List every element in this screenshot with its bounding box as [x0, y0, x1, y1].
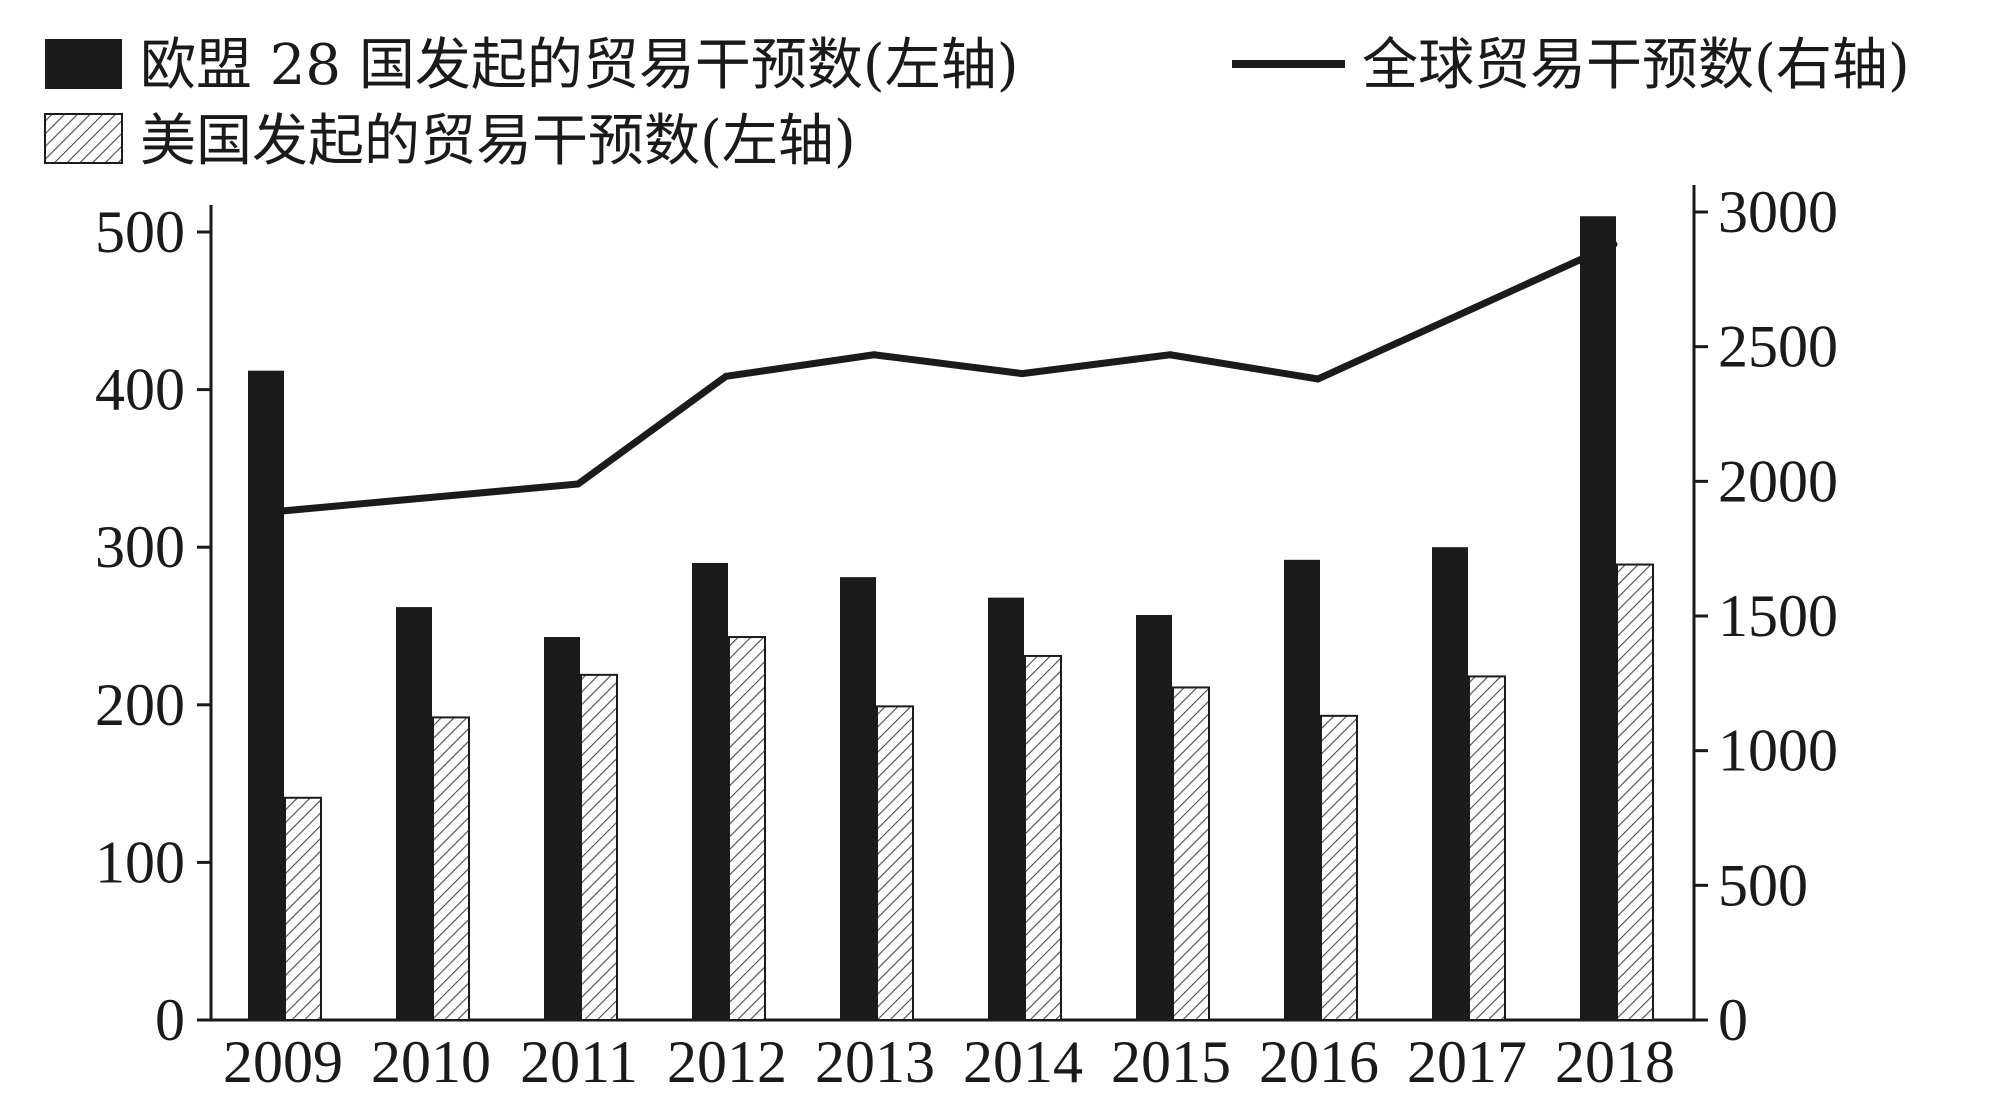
bar-eu-2014 [988, 597, 1024, 1020]
bar-eu-2018 [1580, 216, 1616, 1021]
legend-eu-swatch [45, 39, 122, 89]
right-axis-ticks: 0 500 1000 1500 2000 2500 3000 [1694, 179, 1838, 1053]
left-tick-label: 100 [95, 829, 185, 895]
right-tick-label: 3000 [1718, 179, 1838, 245]
legend-us-swatch [44, 113, 123, 164]
x-tick-label: 2009 [223, 1029, 343, 1095]
left-tick-label: 500 [95, 199, 185, 265]
left-tick-label: 200 [95, 672, 185, 738]
bar-eu-2011 [544, 637, 580, 1020]
global-line-point-2014 [1018, 370, 1026, 378]
global-line-point-2016 [1314, 375, 1322, 383]
global-line-point-2011 [574, 480, 582, 488]
right-tick-label: 500 [1718, 852, 1808, 918]
x-tick-label: 2014 [963, 1029, 1083, 1095]
bar-eu-2017 [1432, 547, 1468, 1020]
left-tick-label: 0 [155, 987, 185, 1053]
bar-us-2012 [728, 636, 766, 1021]
x-tick-label: 2013 [815, 1029, 935, 1095]
right-tick-label: 2500 [1718, 314, 1838, 380]
x-tick-label: 2012 [667, 1029, 787, 1095]
bar-us-2010 [432, 716, 470, 1022]
bar-eu-2009 [248, 370, 284, 1020]
bars [248, 216, 1654, 1022]
bar-eu-2015 [1136, 614, 1172, 1020]
global-line-point-2010 [426, 493, 434, 501]
legend-eu-label: 欧盟 28 国发起的贸易干预数(左轴) [140, 33, 1019, 98]
global-line-point-2017 [1462, 308, 1470, 316]
x-tick-label: 2010 [371, 1029, 491, 1095]
x-tick-label: 2017 [1407, 1029, 1527, 1095]
global-line-point-2013 [870, 351, 878, 359]
bar-eu-2016 [1284, 559, 1320, 1020]
global-line-group [278, 240, 1618, 515]
bar-us-2014 [1024, 654, 1062, 1021]
bar-eu-2010 [396, 607, 432, 1020]
bar-us-2018 [1616, 563, 1654, 1021]
bar-us-2011 [580, 673, 618, 1022]
global-line-point-2012 [722, 372, 730, 380]
x-tick-label: 2015 [1111, 1029, 1231, 1095]
right-tick-label: 1500 [1718, 583, 1838, 649]
global-interventions-line [281, 241, 1616, 515]
global-line-point-2009 [278, 507, 286, 515]
x-tick-label: 2011 [520, 1029, 638, 1095]
legend: 欧盟 28 国发起的贸易干预数(左轴) 全球贸易干预数(右轴) 美国发起的贸易干… [44, 33, 1910, 174]
right-tick-label: 1000 [1718, 718, 1838, 784]
bar-us-2017 [1468, 675, 1506, 1021]
left-axis-ticks: 0 100 200 300 400 500 [95, 199, 211, 1053]
bar-us-2009 [284, 796, 322, 1021]
legend-us-label: 美国发起的贸易干预数(左轴) [140, 109, 856, 174]
legend-global-label: 全球贸易干预数(右轴) [1362, 33, 1910, 98]
right-tick-label: 2000 [1718, 448, 1838, 514]
x-axis-labels: 2009 2010 2011 2012 2013 2014 2015 2016 2017 2018 [223, 1029, 1675, 1095]
bar-us-2013 [876, 705, 914, 1021]
global-line-point-2015 [1166, 351, 1174, 359]
global-line-point-2018 [1610, 240, 1618, 248]
bar-eu-2012 [692, 562, 728, 1020]
x-tick-label: 2018 [1555, 1029, 1675, 1095]
left-tick-label: 400 [95, 357, 185, 423]
bar-us-2016 [1320, 714, 1358, 1021]
left-tick-label: 300 [95, 514, 185, 580]
bar-us-2015 [1172, 686, 1210, 1021]
x-tick-label: 2016 [1259, 1029, 1379, 1095]
right-tick-label: 0 [1718, 987, 1748, 1053]
bar-eu-2013 [840, 577, 876, 1020]
